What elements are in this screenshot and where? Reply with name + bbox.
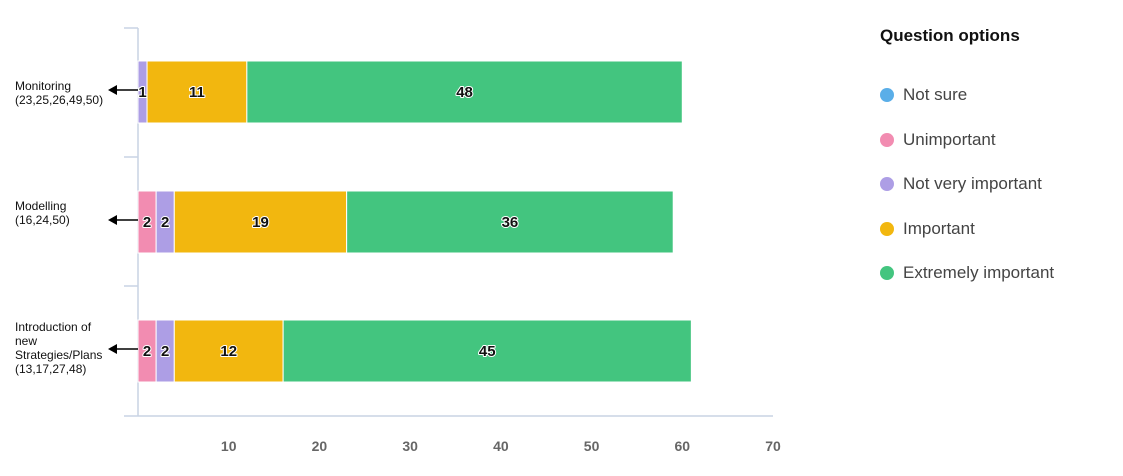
data-label: 2: [143, 214, 151, 231]
data-label: 2: [143, 343, 151, 360]
arrow-head: [108, 215, 117, 225]
legend-item[interactable]: Not very important: [880, 162, 1054, 207]
bar-segment: [246, 60, 683, 124]
legend-item[interactable]: Not sure: [880, 73, 1054, 118]
x-tick-label: 70: [765, 438, 781, 454]
legend-label: Extremely important: [903, 263, 1055, 283]
legend-item[interactable]: Extremely important: [880, 251, 1054, 296]
category-label-line: Monitoring: [15, 79, 72, 93]
category-label-line: (23,25,26,49,50): [15, 93, 104, 107]
bar-segment: [146, 60, 248, 124]
bar-segment: [173, 190, 348, 254]
category-label-line: Strategies/Plans: [15, 348, 103, 362]
x-tick-label: 60: [674, 438, 690, 454]
data-label: 45: [479, 343, 496, 360]
legend-marker-icon: [880, 177, 894, 192]
legend-items: Not sure Unimportant Not very important Imp…: [880, 73, 1054, 296]
arrow-head: [108, 344, 117, 354]
category-label: Monitoring (23,25,26,49,50): [15, 79, 115, 107]
category-label-line: (16,24,50): [15, 213, 70, 227]
legend-item[interactable]: Unimportant: [880, 118, 1054, 163]
legend-label: Unimportant: [903, 129, 996, 149]
legend-title: Question options: [880, 26, 1020, 45]
data-label: 2: [161, 214, 169, 231]
category-label-line: Introduction of: [15, 320, 92, 334]
x-tick-label: 50: [584, 438, 600, 454]
legend-marker-icon: [880, 221, 894, 236]
legend: Question options Not sure Unimportant Not …: [880, 26, 1054, 296]
data-label: 2: [161, 343, 169, 360]
bar-segment: [173, 319, 284, 383]
category-label: Modelling (16,24,50): [15, 199, 115, 227]
x-tick-label: 20: [312, 438, 328, 454]
category-label: Introduction of new Strategies/Plans (13,17…: [15, 320, 115, 376]
legend-label: Not very important: [903, 174, 1042, 194]
legend-marker-icon: [880, 266, 894, 281]
data-label: 19: [252, 214, 269, 231]
legend-item[interactable]: Important: [880, 207, 1054, 252]
category-label-line: (13,17,27,48): [15, 362, 87, 376]
x-tick-label: 40: [493, 438, 509, 454]
data-label: 11: [189, 84, 205, 101]
legend-marker-icon: [880, 88, 894, 103]
category-label-line: new: [15, 334, 38, 348]
legend-marker-icon: [880, 132, 894, 147]
data-label: 36: [502, 214, 519, 231]
arrow-head: [108, 85, 117, 95]
bar-segment: [282, 319, 692, 383]
legend-label: Not sure: [903, 85, 968, 105]
category-label-line: Modelling: [15, 199, 67, 213]
data-label: 48: [456, 84, 473, 101]
data-label: 1: [138, 84, 146, 101]
data-label: 12: [220, 343, 237, 360]
bar-segment: [346, 190, 674, 254]
legend-label: Important: [903, 218, 975, 238]
x-tick-label: 10: [221, 438, 237, 454]
x-tick-label: 30: [402, 438, 418, 454]
